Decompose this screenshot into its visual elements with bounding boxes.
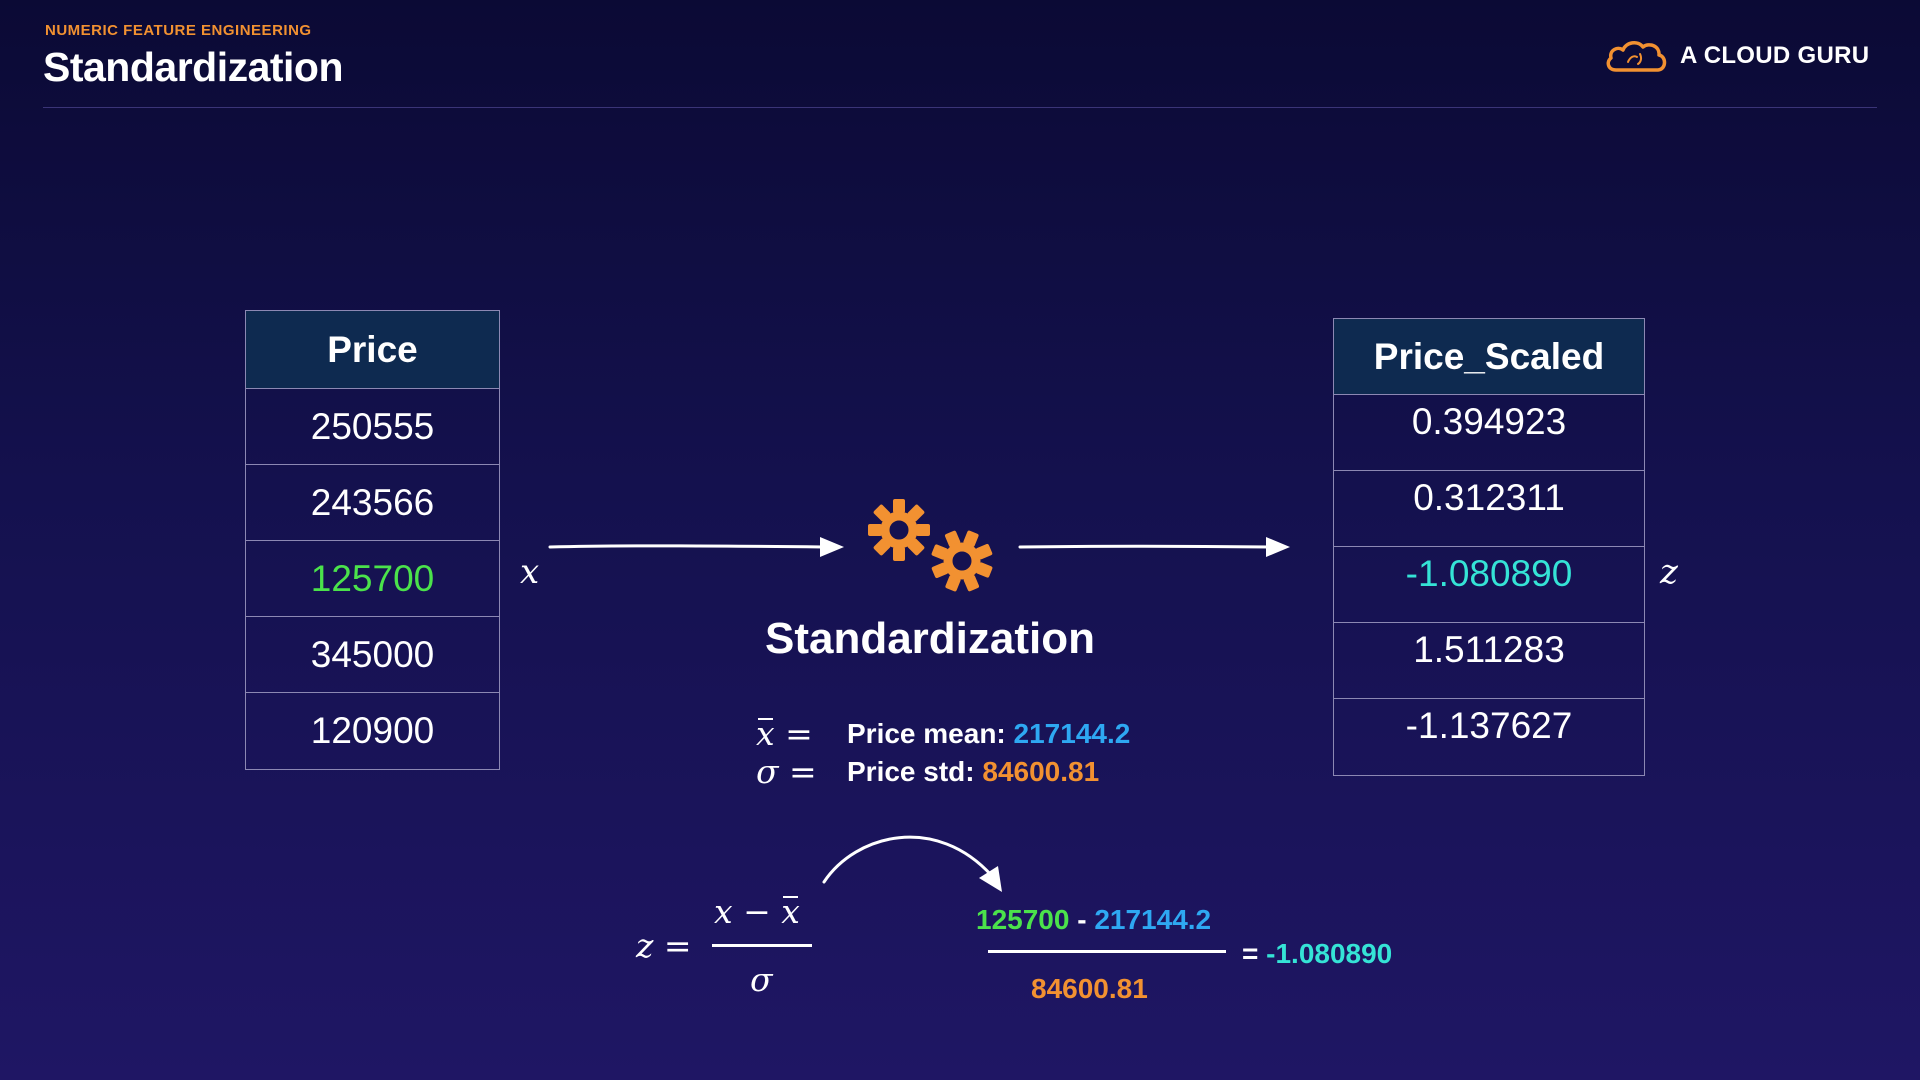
calc-result-value: -1.080890 (1266, 938, 1393, 969)
price-scaled-cell: 1.511283 (1334, 623, 1644, 699)
calc-mean-value: 217144.2 (1094, 904, 1212, 935)
price-scaled-table: Price_Scaled 0.394923 0.312311 -1.080890… (1333, 318, 1645, 776)
calc-std-value: 84600.81 (1031, 973, 1148, 1004)
curved-arrow-icon (822, 835, 1002, 892)
cloud-logo-icon (1606, 41, 1667, 72)
process-label: Standardization (764, 614, 1096, 663)
brand-logo: A CLOUD GURU (1604, 34, 1880, 78)
price-cell-highlighted: 125700 (246, 541, 499, 617)
std-symbol: σ = (756, 752, 817, 791)
calc-minus: - (1077, 904, 1087, 935)
calc-x-value: 125700 (976, 904, 1070, 935)
price-cell: 243566 (246, 465, 499, 541)
price-table-header: Price (246, 311, 499, 389)
slide-title: Standardization (43, 44, 344, 90)
mean-label: Price mean: (847, 718, 1006, 749)
formula-fraction-bar (712, 944, 812, 947)
mean-symbol: x = (756, 714, 813, 753)
header-divider (43, 107, 1877, 108)
std-label: Price std: (847, 756, 975, 787)
price-scaled-cell: 0.312311 (1334, 471, 1644, 547)
mean-value: 217144.2 (1013, 718, 1131, 749)
price-scaled-cell: -1.137627 (1405, 705, 1573, 746)
calc-numerator: 125700 - 217144.2 (976, 904, 1211, 936)
calc-result: = -1.080890 (1242, 938, 1392, 970)
section-label: NUMERIC FEATURE ENGINEERING (45, 22, 312, 39)
price-scaled-table-header: Price_Scaled (1334, 319, 1644, 395)
formula-denominator: σ (750, 960, 773, 999)
mean-line: Price mean: 217144.2 (847, 718, 1130, 750)
price-scaled-cell-highlighted: -1.080890 (1334, 547, 1644, 623)
std-value: 84600.81 (982, 756, 1100, 787)
price-cell: 250555 (246, 389, 499, 465)
calc-equals: = (1242, 938, 1259, 969)
std-line: Price std: 84600.81 (847, 756, 1099, 788)
price-cell: 345000 (246, 617, 499, 693)
arrow-right-icon (548, 537, 844, 557)
output-variable-z: z (1660, 552, 1678, 592)
formula-z: z = (636, 926, 692, 965)
price-scaled-cell: 0.394923 (1334, 395, 1644, 471)
price-table: Price 250555 243566 125700 345000 120900 (245, 310, 500, 770)
arrow-right-icon (1018, 537, 1290, 557)
price-cell: 120900 (310, 710, 435, 751)
input-variable-x: x (520, 552, 540, 592)
brand-name: A CLOUD GURU (1680, 42, 1870, 69)
formula-numerator: x − x (714, 892, 800, 931)
gears-icon (868, 499, 993, 592)
calc-fraction-bar (988, 950, 1226, 953)
